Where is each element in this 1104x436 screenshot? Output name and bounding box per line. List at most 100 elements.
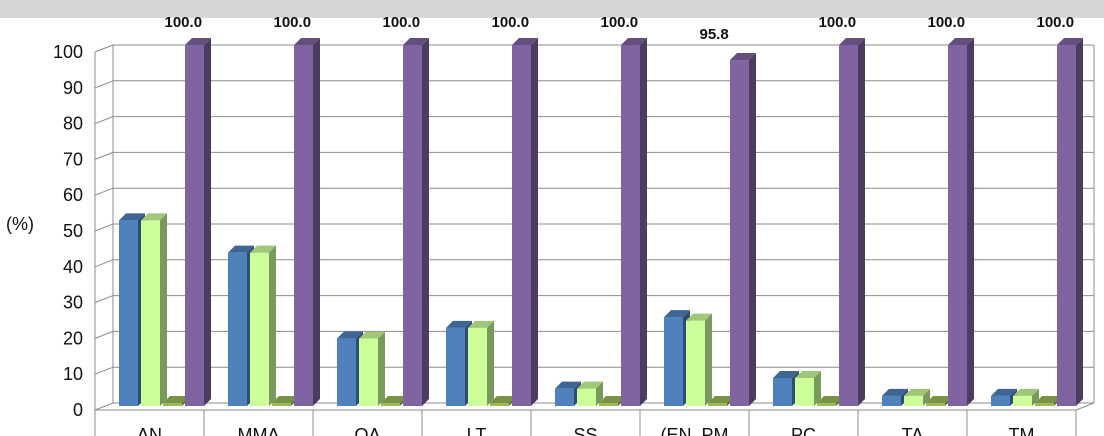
- gridline-side: [94, 259, 114, 268]
- data-label: 100.0: [165, 14, 203, 31]
- x-category-label: OA: [354, 425, 380, 436]
- top-bar: [0, 0, 1104, 18]
- bar: [577, 388, 596, 406]
- y-tick-label: 70: [63, 149, 83, 169]
- bar: [686, 320, 705, 406]
- bar-top: [403, 38, 429, 45]
- bar-top: [381, 396, 407, 403]
- gridline-side: [94, 223, 114, 232]
- bar: [250, 252, 269, 406]
- bar-side: [313, 38, 320, 406]
- data-label: 100.0: [928, 14, 966, 31]
- bar: [621, 45, 640, 406]
- bar: [839, 45, 858, 406]
- data-label: 95.8: [700, 26, 729, 43]
- bar-top: [795, 370, 821, 378]
- bar: [926, 403, 945, 406]
- bar: [773, 377, 792, 406]
- y-tick-label: 60: [63, 185, 83, 205]
- bar-top: [185, 38, 211, 45]
- gridline-side: [94, 187, 114, 196]
- gridline-side: [94, 80, 114, 89]
- bar: [795, 377, 814, 406]
- bar-side: [923, 388, 930, 406]
- bar: [403, 45, 422, 406]
- bar-top: [337, 331, 363, 339]
- x-category-label: MMA: [238, 425, 280, 436]
- bar-top: [926, 396, 952, 403]
- bar-top: [991, 388, 1017, 396]
- bar-side: [269, 245, 276, 406]
- bar-top: [1035, 396, 1061, 403]
- labels: 0 10 20 30 40 50 60 70 80 90 100 AN MMA OA LT SS (EN, PM…: [53, 14, 1074, 436]
- y-tick-label: 20: [63, 328, 83, 348]
- y-tick-label: 30: [63, 293, 83, 313]
- bar-side: [967, 38, 974, 406]
- bar-side: [1032, 388, 1039, 406]
- bar: [272, 403, 291, 406]
- bar: [1013, 395, 1032, 406]
- bar: [730, 60, 749, 406]
- gridline-side: [94, 295, 114, 304]
- bar: [1035, 403, 1054, 406]
- x-category-label: TA: [902, 425, 924, 436]
- bar-side: [705, 313, 712, 406]
- bar-side: [531, 38, 538, 406]
- bar-top: [730, 53, 756, 61]
- y-tick-label: 90: [63, 78, 83, 98]
- bar-side: [422, 38, 429, 406]
- y-axis-label: (%): [6, 214, 34, 234]
- bar-top: [948, 38, 974, 45]
- bar-top: [664, 310, 690, 318]
- bar-top: [119, 213, 145, 221]
- y-tick-label: 100: [53, 42, 83, 62]
- bar-side: [814, 370, 821, 406]
- bar-top: [490, 396, 516, 403]
- bar-top: [1057, 38, 1083, 45]
- bar: [185, 45, 204, 406]
- bar-top: [468, 320, 494, 328]
- bar: [490, 403, 509, 406]
- bar-top: [272, 396, 298, 403]
- bar-side: [160, 213, 167, 406]
- bar-top: [817, 396, 843, 403]
- bar-top: [250, 245, 276, 253]
- bar-top: [163, 396, 189, 403]
- bar-top: [555, 381, 581, 389]
- gridline-side: [94, 402, 114, 411]
- x-category-label: PC: [791, 425, 816, 436]
- bar: [163, 403, 182, 406]
- bar-top: [904, 388, 930, 396]
- x-category-label: SS: [573, 425, 597, 436]
- data-label: 100.0: [1037, 14, 1075, 31]
- bar: [381, 403, 400, 406]
- y-tick-label: 10: [63, 364, 83, 384]
- bar: [904, 395, 923, 406]
- bar: [468, 327, 487, 406]
- x-category-label: LT: [467, 425, 487, 436]
- bar: [512, 45, 531, 406]
- data-label: 100.0: [601, 14, 639, 31]
- x-category-label: TM: [1009, 425, 1035, 436]
- bar-top: [839, 38, 865, 45]
- bar: [599, 403, 618, 406]
- bar: [555, 388, 574, 406]
- bar-side: [1076, 38, 1083, 406]
- bar: [337, 338, 356, 406]
- bar: [141, 220, 160, 406]
- bar: [882, 395, 901, 406]
- y-tick-label: 40: [63, 257, 83, 277]
- bar-side: [640, 38, 647, 406]
- bar: [948, 45, 967, 406]
- data-label: 100.0: [492, 14, 530, 31]
- bar-top: [228, 245, 254, 253]
- bar: [991, 395, 1010, 406]
- bar-top: [773, 370, 799, 378]
- bar-side: [487, 320, 494, 406]
- bar: [664, 317, 683, 406]
- bar: [708, 403, 727, 406]
- axes: [94, 45, 1095, 436]
- gridline-side: [94, 44, 114, 53]
- y-tick-label: 0: [73, 400, 83, 420]
